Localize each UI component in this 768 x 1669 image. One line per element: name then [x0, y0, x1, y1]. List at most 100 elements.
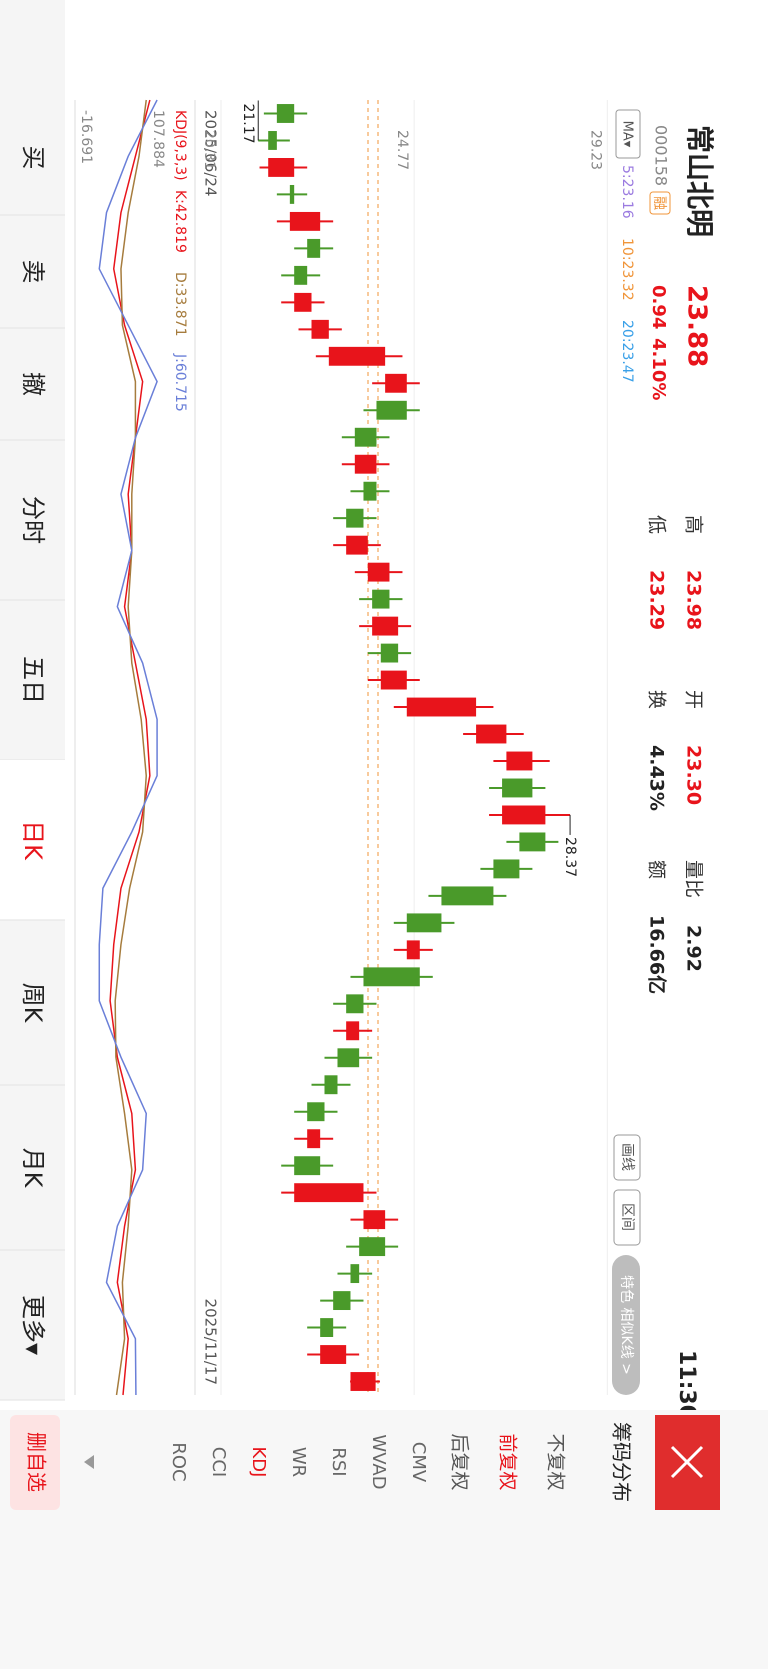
candle-body [506, 751, 533, 771]
tool-similar[interactable]: 特色 相似K线 > [618, 1275, 635, 1375]
badge: 融 [651, 196, 667, 210]
candle-body [307, 1129, 321, 1149]
max-label: 28.37 [562, 837, 578, 877]
candle-body [372, 589, 390, 609]
candle-body [363, 1210, 386, 1230]
ma-box[interactable] [615, 109, 641, 159]
tab[interactable]: 卖 [19, 260, 47, 284]
candle-body [502, 805, 546, 825]
candle-body [346, 994, 364, 1014]
delete-text[interactable]: 删自选 [25, 1432, 49, 1492]
candle-body [406, 913, 442, 933]
stat-label: 高 [683, 515, 705, 534]
tab[interactable]: 日K [19, 820, 47, 861]
end-date: 2025/11/17 [202, 1299, 220, 1385]
stat-value: 2.92 [683, 925, 705, 972]
candle-body [476, 724, 507, 744]
indicator-option[interactable]: ROC [168, 1442, 189, 1481]
candle-body [307, 1102, 325, 1122]
candle-body [372, 616, 399, 636]
candle-body [350, 1372, 376, 1391]
y-tick-label: -16.691 [78, 110, 94, 164]
candle-body [519, 832, 546, 852]
close-icon [670, 1445, 704, 1479]
candle-body [380, 670, 407, 690]
candle-body [324, 1075, 338, 1095]
candle-body [320, 1345, 347, 1364]
candle-body [502, 778, 533, 798]
tab[interactable]: 五日 [19, 656, 47, 704]
stat-value: 23.29 [646, 570, 668, 630]
tab[interactable]: 分时 [19, 496, 47, 544]
candle-body [363, 481, 377, 501]
candle-body [376, 400, 407, 420]
candle-body [289, 211, 321, 231]
candle-body [367, 562, 390, 582]
candle-body [294, 265, 308, 285]
tool-box[interactable] [613, 1189, 641, 1246]
candle-body [493, 859, 520, 879]
candle-body [346, 508, 364, 528]
kdj-title: KDJ(9,3,3) [172, 110, 188, 181]
candle-body [333, 1291, 351, 1311]
adjust-option[interactable]: 前复权 [497, 1433, 519, 1490]
candle-body [406, 697, 477, 717]
candle-body [337, 1048, 360, 1068]
indicator-option[interactable]: CCI [208, 1447, 229, 1477]
change: 0.94 [648, 285, 669, 329]
y-tick-label: 29.23 [587, 130, 603, 170]
adjust-option[interactable]: 后复权 [449, 1433, 471, 1490]
kdj-line [114, 99, 147, 1396]
delete-button[interactable] [10, 1415, 60, 1510]
adjust-option[interactable]: 不复权 [545, 1433, 567, 1490]
stat-label: 开 [683, 690, 705, 709]
panel-title[interactable]: 筹码分布 [610, 1422, 634, 1502]
tab[interactable]: 撤 [19, 372, 47, 396]
stock-name: 常山北明 [683, 125, 716, 237]
badge-box [649, 191, 671, 215]
indicator-option[interactable]: CMV [408, 1442, 429, 1483]
y-tick-label: 24.77 [394, 130, 410, 170]
candle-body [289, 184, 295, 204]
candle-body [359, 1237, 386, 1257]
candle-body [350, 1264, 360, 1284]
ma-label[interactable]: MA▾ [620, 121, 635, 148]
candle-body [328, 346, 386, 366]
tool-pill[interactable] [612, 1255, 640, 1395]
tab[interactable]: 月K [19, 1148, 47, 1189]
tool-draw[interactable]: 画线 [619, 1143, 635, 1171]
y-tick-label: 20.31 [201, 130, 217, 170]
stat-label: 换 [646, 690, 668, 709]
tab[interactable]: 周K [19, 983, 47, 1024]
stat-label: 量比 [683, 860, 705, 898]
candle-body [406, 940, 420, 960]
tab[interactable]: 更多▾ [19, 1295, 47, 1355]
stock-code: 000158 [652, 125, 671, 186]
candle-body [276, 104, 295, 123]
indicator-option[interactable]: RSI [328, 1447, 349, 1476]
stat-value: 16.66亿 [646, 915, 669, 994]
ma-item: 20:23.47 [619, 320, 635, 383]
legend-item: K:42.819 [172, 190, 188, 253]
candle-body [268, 131, 277, 150]
stat-value: 23.98 [683, 570, 705, 630]
candle-body [363, 967, 420, 987]
candle-body [346, 535, 368, 555]
kdj-line [98, 99, 158, 1396]
tool-box[interactable] [613, 1134, 641, 1181]
tool-range[interactable]: 区间 [619, 1203, 635, 1231]
tab[interactable]: 买 [19, 146, 47, 170]
indicator-option[interactable]: WVAD [368, 1434, 389, 1489]
candle-body [294, 1156, 321, 1176]
y-tick-label: 107.884 [150, 110, 166, 168]
indicator-option[interactable]: KDJ [248, 1447, 269, 1478]
stat-value: 23.30 [683, 745, 705, 805]
indicator-option[interactable]: WR [288, 1447, 309, 1477]
stat-value: 4.43% [646, 745, 668, 811]
scroll-arrow [84, 1455, 94, 1469]
candle-body [441, 886, 494, 906]
candle-body [346, 1021, 360, 1041]
candle-body [385, 373, 407, 393]
